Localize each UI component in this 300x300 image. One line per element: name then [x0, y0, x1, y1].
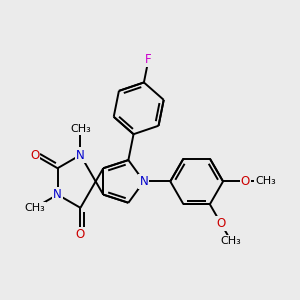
Text: CH₃: CH₃ — [220, 236, 241, 246]
Text: CH₃: CH₃ — [70, 124, 91, 134]
Text: O: O — [217, 217, 226, 230]
Text: N: N — [76, 148, 85, 161]
Text: N: N — [53, 188, 62, 201]
Text: CH₃: CH₃ — [24, 203, 45, 213]
Text: CH₃: CH₃ — [255, 176, 276, 186]
Text: O: O — [76, 228, 85, 241]
Text: N: N — [140, 175, 148, 188]
Text: O: O — [241, 175, 250, 188]
Text: O: O — [30, 148, 39, 161]
Text: F: F — [145, 53, 152, 66]
